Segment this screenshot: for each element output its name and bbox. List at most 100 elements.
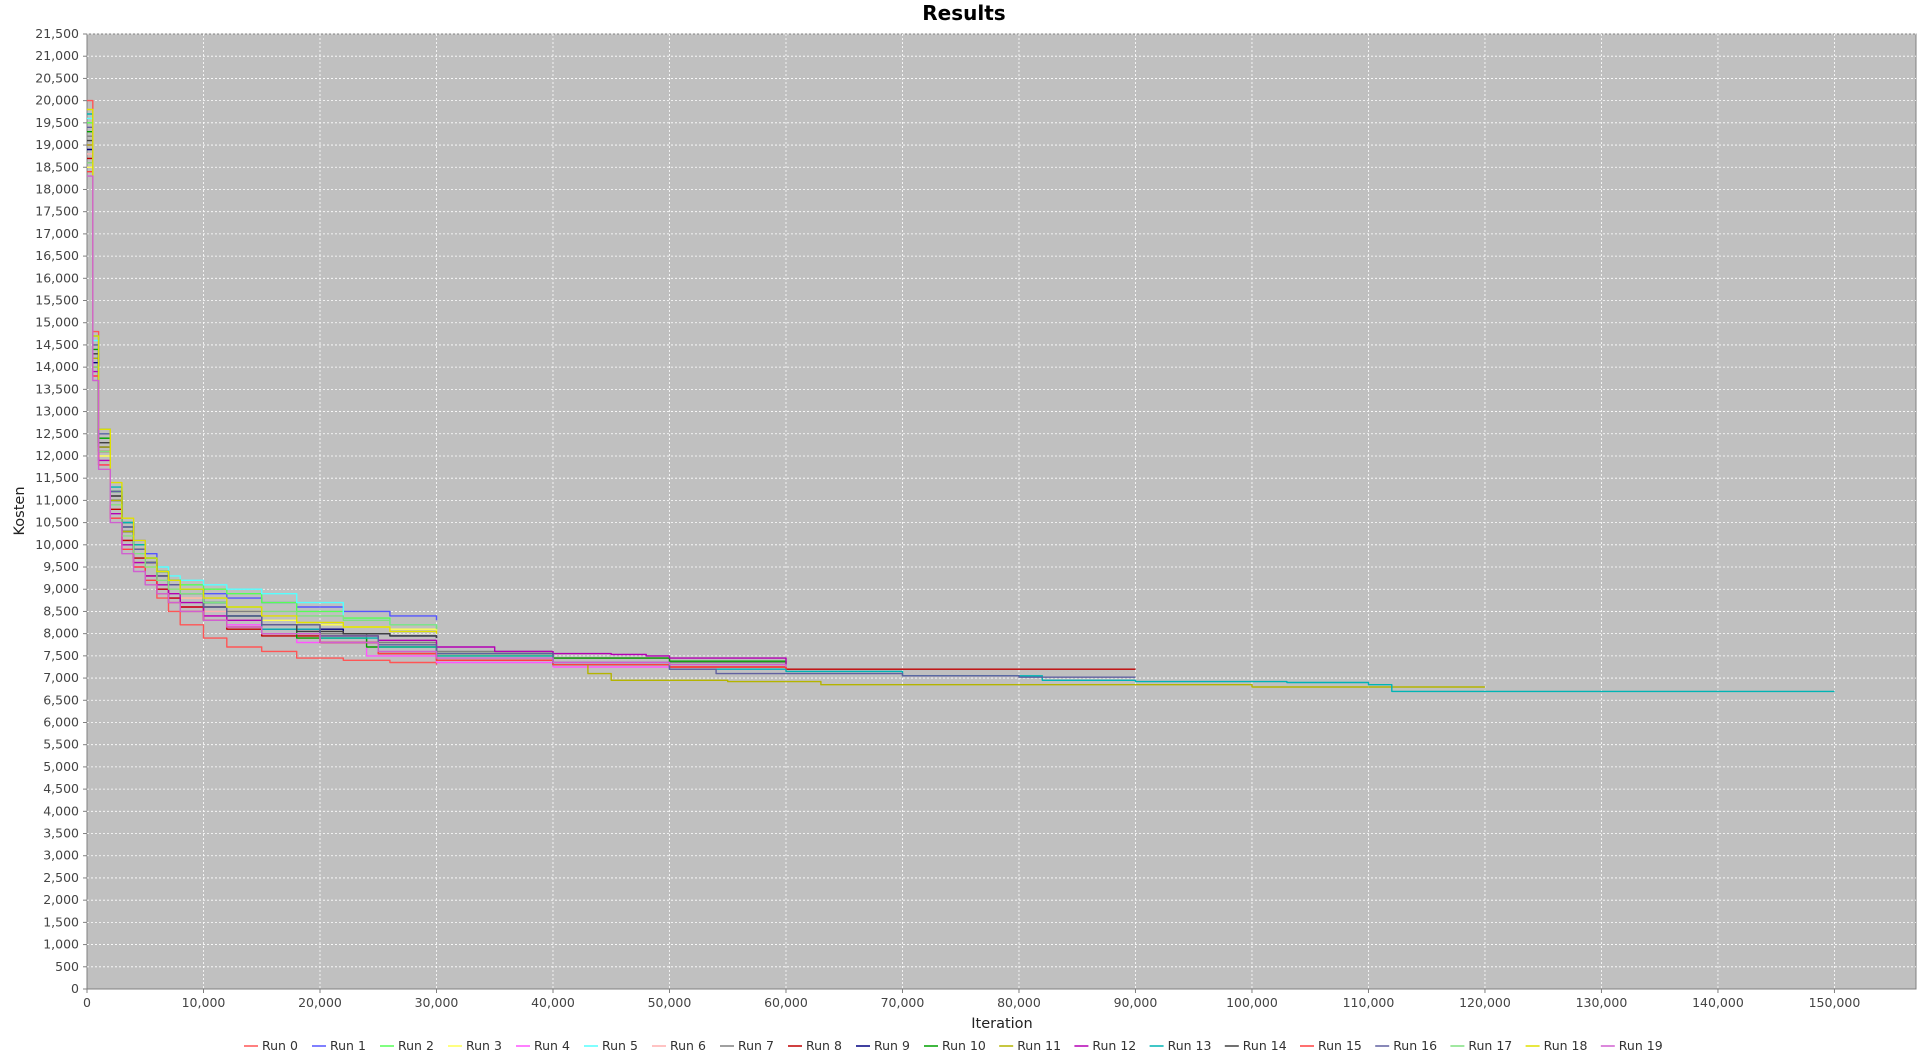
y-tick-label: 500 [55,959,79,974]
legend: Run 0 Run 1 Run 2 Run 3 Run 4 Run 5 Run 6 Run 7… [244,1038,1663,1053]
legend-label: Run 12 [1092,1038,1136,1053]
y-tick-label: 3,500 [43,826,79,841]
y-tick-label: 11,500 [35,470,79,485]
y-tick-label: 6,000 [43,714,79,729]
legend-label: Run 19 [1619,1038,1663,1053]
x-tick-label: 140,000 [1692,995,1744,1010]
y-tick-label: 15,000 [35,315,79,330]
y-axis-ticks: 0 500 1,000 1,500 2,000 2,500 3,000 3,500 4,000 4… [35,26,87,996]
y-tick-label: 6,500 [43,692,79,707]
y-tick-label: 13,500 [35,381,79,396]
legend-item: Run 17 [1450,1038,1512,1053]
x-tick-label: 120,000 [1459,995,1511,1010]
legend-item: Run 10 [924,1038,986,1053]
legend-item: Run 16 [1375,1038,1437,1053]
series-line-19 [87,175,787,667]
y-tick-label: 15,500 [35,293,79,308]
x-axis-label: Iteration [971,1016,1033,1032]
legend-item: Run 0 [244,1038,298,1053]
y-tick-label: 14,000 [35,359,79,374]
y-tick-label: 17,500 [35,204,79,219]
y-tick-label: 18,000 [35,181,79,196]
series-lines [87,99,1835,693]
legend-label: Run 17 [1468,1038,1512,1053]
legend-label: Run 4 [534,1038,570,1053]
legend-label: Run 14 [1243,1038,1287,1053]
x-tick-label: 50,000 [648,995,692,1010]
x-tick-label: 20,000 [298,995,342,1010]
y-tick-label: 19,500 [35,115,79,130]
legend-item: Run 2 [380,1038,434,1053]
y-tick-label: 12,500 [35,426,79,441]
y-tick-label: 9,000 [43,581,79,596]
y-tick-label: 1,500 [43,914,79,929]
legend-item: Run 6 [652,1038,706,1053]
legend-item: Run 9 [856,1038,910,1053]
y-tick-label: 8,500 [43,603,79,618]
y-tick-label: 21,500 [35,26,79,41]
legend-label: Run 8 [806,1038,842,1053]
legend-label: Run 11 [1017,1038,1061,1053]
y-tick-label: 19,000 [35,137,79,152]
y-tick-label: 12,000 [35,448,79,463]
y-tick-label: 10,500 [35,515,79,530]
y-tick-label: 10,000 [35,537,79,552]
x-axis-ticks: 0 10,000 20,000 30,000 40,000 50,000 60,000 70,… [83,989,1860,1010]
legend-label: Run 6 [670,1038,706,1053]
legend-item: Run 14 [1224,1038,1287,1053]
legend-item: Run 19 [1600,1038,1663,1053]
legend-item: Run 5 [584,1038,638,1053]
legend-label: Run 18 [1544,1038,1588,1053]
legend-label: Run 3 [466,1038,502,1053]
chart-title: Results [922,1,1005,25]
y-tick-label: 7,500 [43,648,79,663]
y-tick-label: 2,000 [43,892,79,907]
x-tick-label: 130,000 [1576,995,1628,1010]
legend-label: Run 1 [330,1038,366,1053]
y-tick-label: 3,000 [43,848,79,863]
x-tick-label: 110,000 [1343,995,1395,1010]
legend-item: Run 11 [999,1038,1061,1053]
y-tick-label: 7,000 [43,670,79,685]
y-axis-label: Kosten [12,486,28,535]
y-tick-label: 16,000 [35,270,79,285]
y-tick-label: 11,000 [35,492,79,507]
legend-label: Run 0 [262,1038,298,1053]
y-tick-label: 8,000 [43,626,79,641]
legend-label: Run 5 [602,1038,638,1053]
legend-item: Run 8 [788,1038,842,1053]
x-tick-label: 100,000 [1226,995,1278,1010]
y-tick-label: 13,000 [35,404,79,419]
x-tick-label: 70,000 [881,995,925,1010]
x-tick-label: 10,000 [182,995,226,1010]
legend-label: Run 2 [398,1038,434,1053]
legend-label: Run 16 [1393,1038,1437,1053]
legend-label: Run 7 [738,1038,774,1053]
y-tick-label: 0 [71,981,79,996]
y-tick-label: 5,000 [43,759,79,774]
y-tick-label: 20,500 [35,70,79,85]
x-tick-label: 30,000 [415,995,459,1010]
legend-item: Run 18 [1525,1038,1588,1053]
legend-item: Run 15 [1300,1038,1362,1053]
x-tick-label: 80,000 [997,995,1041,1010]
legend-item: Run 13 [1149,1038,1212,1053]
y-tick-label: 20,000 [35,93,79,108]
legend-label: Run 13 [1168,1038,1212,1053]
legend-label: Run 10 [942,1038,986,1053]
y-tick-label: 14,500 [35,337,79,352]
x-tick-label: 60,000 [764,995,808,1010]
legend-item: Run 12 [1074,1038,1136,1053]
legend-label: Run 15 [1318,1038,1362,1053]
y-tick-label: 4,000 [43,803,79,818]
y-tick-label: 5,500 [43,737,79,752]
y-tick-label: 9,500 [43,559,79,574]
y-tick-label: 16,500 [35,248,79,263]
x-tick-label: 40,000 [531,995,575,1010]
y-tick-label: 4,500 [43,781,79,796]
y-tick-label: 17,000 [35,226,79,241]
series-line-18 [87,108,438,634]
y-tick-label: 2,500 [43,870,79,885]
x-tick-label: 150,000 [1809,995,1861,1010]
